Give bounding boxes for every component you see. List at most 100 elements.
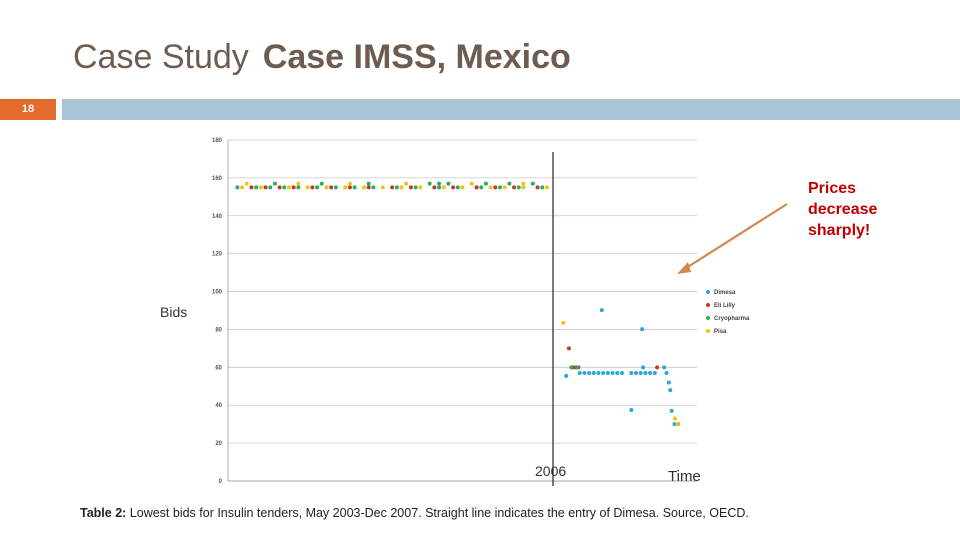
y-tick-label: 0	[219, 479, 223, 485]
data-point	[366, 181, 371, 186]
data-point	[596, 371, 601, 376]
data-point	[662, 365, 667, 370]
data-point	[451, 185, 456, 190]
y-tick-label: 140	[212, 214, 223, 220]
data-point	[574, 365, 579, 370]
data-point	[413, 185, 418, 190]
data-point	[418, 185, 423, 190]
data-point	[582, 371, 587, 376]
callout-arrowhead	[677, 262, 691, 274]
data-point	[641, 365, 646, 370]
y-tick-label: 20	[215, 441, 222, 447]
year-label: 2006	[535, 463, 567, 479]
data-point	[460, 185, 465, 190]
data-point	[441, 185, 446, 190]
data-point	[638, 371, 643, 376]
data-point	[535, 185, 540, 190]
data-point	[390, 185, 395, 190]
data-point	[566, 346, 571, 351]
data-point	[343, 185, 348, 190]
slide-number-badge: 18	[0, 99, 56, 120]
data-point	[437, 181, 442, 186]
data-point	[502, 185, 507, 190]
data-point	[394, 185, 399, 190]
data-point	[652, 371, 657, 376]
data-point	[272, 181, 277, 186]
data-point	[305, 185, 310, 190]
data-point	[479, 185, 484, 190]
data-point	[380, 185, 385, 190]
data-point	[483, 181, 488, 186]
data-point	[540, 185, 545, 190]
data-point	[666, 380, 671, 385]
data-point	[498, 185, 503, 190]
data-point	[629, 407, 634, 412]
data-point	[591, 371, 596, 376]
data-point	[404, 181, 409, 186]
data-point	[521, 181, 526, 186]
data-point	[601, 371, 606, 376]
y-tick-label: 100	[212, 290, 223, 296]
data-point	[263, 185, 268, 190]
data-point	[655, 365, 660, 370]
y-tick-label: 80	[215, 327, 222, 333]
data-point	[605, 371, 610, 376]
chart-grid	[227, 139, 697, 482]
data-point	[362, 185, 367, 190]
data-point	[512, 185, 517, 190]
data-point	[629, 371, 634, 376]
data-point	[469, 181, 474, 186]
header-band	[62, 99, 960, 120]
data-point	[310, 185, 315, 190]
data-point	[544, 185, 549, 190]
data-point	[240, 185, 245, 190]
data-point	[530, 181, 535, 186]
y-axis-label: Bids	[160, 304, 188, 320]
data-point	[599, 308, 604, 313]
data-point	[352, 185, 357, 190]
data-point	[437, 185, 442, 190]
data-point	[291, 185, 296, 190]
data-point	[432, 185, 437, 190]
caption-bold: Table 2:	[80, 506, 127, 520]
data-point	[672, 416, 677, 421]
data-point	[446, 181, 451, 186]
data-point	[672, 422, 677, 427]
data-point	[347, 181, 352, 186]
chart-legend: Dimesa Eli Lilly Cryopharma Pisa	[706, 290, 750, 335]
title-prefix: Case Study	[73, 38, 249, 76]
data-point	[427, 181, 432, 186]
chart-points	[235, 181, 681, 427]
data-point	[587, 371, 592, 376]
callout-arrow	[682, 203, 788, 271]
data-point	[507, 181, 512, 186]
data-point	[615, 371, 620, 376]
data-point	[324, 185, 329, 190]
data-point	[254, 185, 259, 190]
callout-text: Prices decrease sharply!	[808, 180, 878, 239]
y-tick-label: 180	[212, 138, 223, 144]
data-point	[408, 185, 413, 190]
title-main: Case IMSS, Mexico	[262, 38, 571, 76]
data-point	[249, 185, 254, 190]
y-tick-label: 120	[212, 252, 223, 258]
data-point	[268, 185, 273, 190]
data-point	[619, 371, 624, 376]
data-point	[561, 320, 566, 325]
data-point	[564, 373, 569, 378]
data-point	[455, 185, 460, 190]
legend-marker	[706, 303, 710, 307]
data-point	[669, 408, 674, 413]
data-point	[347, 185, 352, 190]
data-point	[371, 185, 376, 190]
data-point	[648, 371, 653, 376]
data-point	[675, 422, 680, 427]
data-point	[569, 365, 574, 370]
slide-title: Case Study Case IMSS, Mexico	[73, 38, 571, 77]
legend-marker	[706, 316, 710, 320]
y-tick-labels: 0 20 40 60 80 100 120 140 160 180	[212, 138, 223, 485]
legend-label: Pisa	[714, 329, 727, 335]
y-tick-label: 40	[215, 403, 222, 409]
legend-marker	[706, 329, 710, 333]
